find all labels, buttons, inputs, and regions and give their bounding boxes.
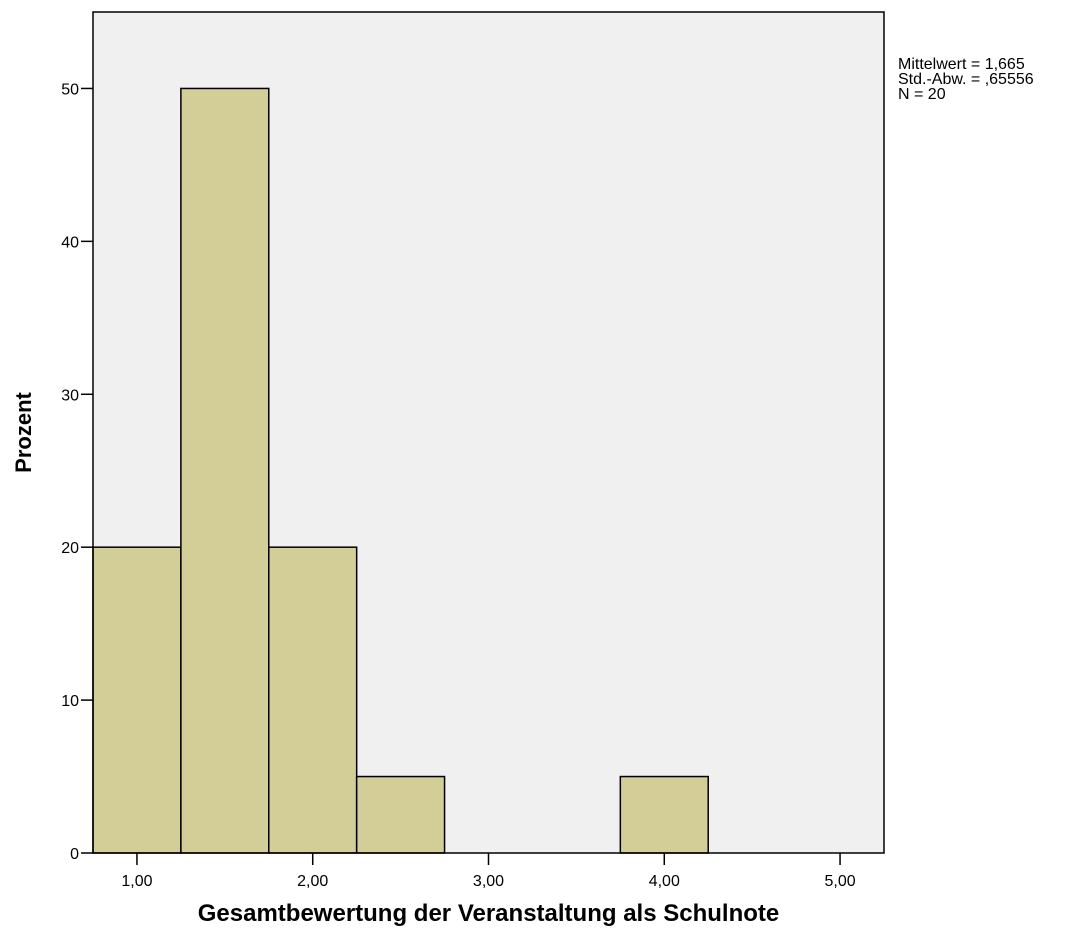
- x-axis: 1,00 2,00 3,00 4,00 5,00: [121, 853, 856, 890]
- histogram-bar-5: [619, 775, 709, 854]
- x-tick-label: 2,00: [297, 873, 328, 890]
- histogram-bar-2: [180, 87, 270, 854]
- bars-group: [92, 87, 709, 854]
- y-tick-label: 10: [61, 693, 79, 710]
- y-tick-label: 30: [61, 387, 79, 404]
- y-tick-label: 0: [70, 846, 79, 863]
- x-tick-label: 5,00: [824, 873, 855, 890]
- histogram-bar-4: [355, 775, 446, 854]
- mean-stat: Mittelwert = 1,665: [898, 56, 1025, 73]
- x-tick-label: 1,00: [121, 873, 152, 890]
- std-dev-stat: Std.-Abw. = ,65556: [898, 71, 1034, 88]
- y-tick-label: 50: [61, 81, 79, 98]
- y-axis-label: Prozent: [11, 391, 36, 472]
- histogram-bar-3: [268, 546, 358, 854]
- plot-frame: [92, 11, 885, 854]
- y-axis: 0 10 20 30 40 50: [61, 81, 93, 863]
- n-stat: N = 20: [898, 86, 946, 103]
- y-tick-label: 40: [61, 234, 79, 251]
- y-tick-label: 20: [61, 540, 79, 557]
- histogram-bar-1: [92, 546, 182, 854]
- statistics-box: Mittelwert = 1,665 Std.-Abw. = ,65556 N …: [898, 56, 1034, 103]
- x-tick-label: 3,00: [473, 873, 504, 890]
- x-tick-label: 4,00: [649, 873, 680, 890]
- x-axis-label: Gesamtbewertung der Veranstaltung als Sc…: [198, 900, 779, 927]
